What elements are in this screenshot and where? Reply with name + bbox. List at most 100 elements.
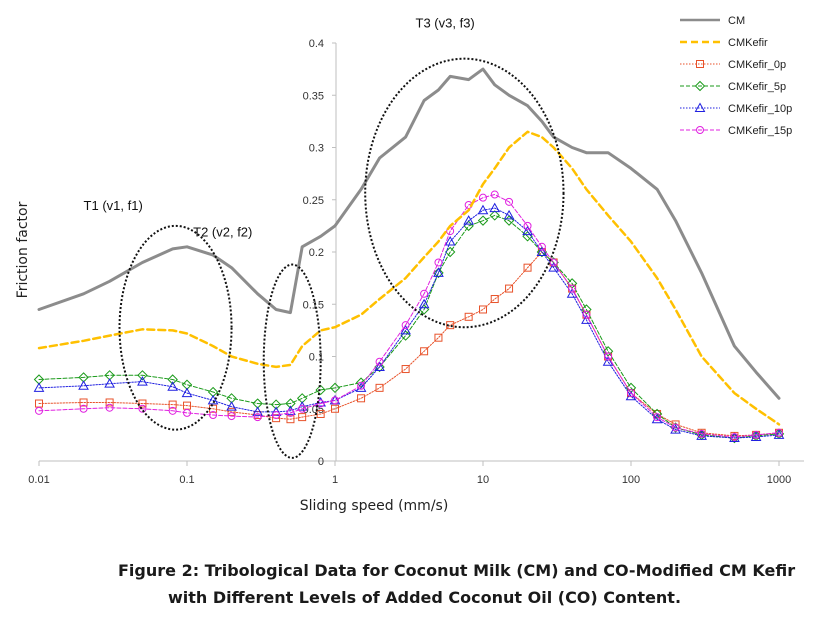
data-point-cmkefir-15p: [105, 403, 114, 412]
series-cmkefir-10p: [33, 202, 785, 443]
data-point-cmkefir-15p: [490, 190, 499, 199]
series-line-cmkefir-5p: [38, 214, 780, 439]
data-point-cmkefir-10p: [463, 215, 475, 225]
data-point-cmkefir-15p: [286, 408, 295, 417]
data-point-cmkefir-15p: [582, 310, 591, 319]
data-point-cmkefir-15p: [316, 399, 325, 408]
data-point-cmkefir-10p: [444, 236, 456, 246]
data-point-cmkefir-15p: [549, 258, 558, 267]
x-tick-label: 1: [332, 474, 338, 486]
annotation-label-t3: T3 (v3, f3): [416, 15, 475, 30]
data-point-cmkefir-10p: [167, 381, 179, 391]
data-point-cmkefir-0p: [523, 263, 532, 272]
data-point-cmkefir-10p: [374, 361, 385, 371]
data-point-cmkefir-10p: [548, 262, 559, 272]
data-point-cmkefir-5p: [167, 374, 178, 385]
data-point-cmkefir-15p: [168, 406, 177, 415]
data-point-cmkefir-5p: [329, 382, 341, 394]
annotation-ellipse-t3: [364, 57, 565, 329]
data-point-cmkefir-0p: [375, 383, 384, 392]
data-point-cmkefir-0p: [316, 409, 325, 418]
data-point-cmkefir-5p: [285, 398, 296, 409]
data-point-cmkefir-15p: [357, 381, 366, 390]
legend-label-cm: CM: [728, 15, 745, 27]
data-point-cmkefir-0p: [79, 398, 88, 407]
figure-caption-line-2: with Different Levels of Added Coconut O…: [168, 588, 682, 607]
data-point-cmkefir-15p: [434, 258, 443, 267]
friction-chart: 0.01 0.1 1 10 100 100000.050.10.150.20.250.30…: [15, 15, 804, 514]
data-point-cmkefir-10p: [252, 406, 263, 416]
data-point-cmkefir-10p: [750, 431, 762, 441]
data-point-cmkefir-0p: [446, 321, 455, 330]
data-point-cmkefir-10p: [207, 394, 219, 405]
data-point-cmkefir-15p: [420, 289, 429, 298]
data-point-cmkefir-15p: [627, 389, 635, 398]
series-line-cm: [37, 67, 781, 400]
data-point-cmkefir-15p: [253, 413, 262, 422]
data-point-cmkefir-10p: [670, 424, 681, 434]
data-point-cmkefir-0p: [227, 407, 236, 416]
data-point-cmkefir-10p: [181, 387, 193, 398]
data-point-cmkefir-15p: [671, 423, 680, 432]
data-point-cmkefir-15p: [183, 408, 191, 417]
annotation-label-t1: T1 (v1, f1): [84, 198, 143, 213]
data-point-cmkefir-0p: [357, 394, 366, 403]
figure-caption-line-1: Figure 2: Tribological Data for Coconut …: [118, 561, 796, 580]
data-point-cmkefir-5p: [444, 246, 456, 258]
data-point-cmkefir-10p: [400, 324, 411, 335]
data-point-cmkefir-15p: [35, 406, 43, 415]
data-point-cmkefir-0p: [168, 400, 177, 409]
data-point-cmkefir-15p: [401, 321, 410, 330]
data-point-cmkefir-10p: [418, 298, 430, 309]
y-tick-label: 0: [318, 456, 324, 468]
legend-marker-cmkefir-15p: [696, 126, 704, 134]
data-point-cmkefir-0p: [298, 413, 307, 422]
data-point-cmkefir-15p: [138, 404, 147, 413]
x-axis-label: Sliding speed (mm/s): [300, 498, 449, 514]
data-point-cmkefir-15p: [375, 357, 384, 366]
legend-label-cmkefir-5p: CMKefir_5p: [728, 81, 786, 93]
data-point-cmkefir-10p: [602, 356, 614, 366]
data-point-cmkefir-0p: [479, 305, 487, 314]
legend-label-cmkefir-15p: CMKefir_15p: [728, 125, 792, 137]
data-point-cmkefir-10p: [503, 209, 515, 220]
data-point-cmkefir-10p: [137, 376, 148, 386]
data-point-cmkefir-15p: [697, 429, 706, 438]
legend-label-cmkefir-0p: CMKefir_0p: [728, 59, 786, 71]
y-axis-label: Friction factor: [15, 201, 31, 298]
data-point-cmkefir-15p: [537, 242, 546, 251]
data-point-cmkefir-10p: [33, 382, 45, 392]
data-point-cmkefir-15p: [227, 412, 236, 421]
data-point-cmkefir-10p: [489, 202, 501, 213]
data-point-cmkefir-10p: [522, 225, 533, 236]
legend: CM CMKefir CMKefir_0p CMKefir_5p CMKefir_10p…: [680, 15, 792, 137]
data-point-cmkefir-5p: [315, 384, 326, 396]
data-point-cmkefir-0p: [434, 333, 443, 342]
data-point-cmkefir-10p: [477, 204, 489, 215]
annotation-label-t2: T2 (v2, f2): [193, 224, 252, 239]
series-line-cmkefir: [37, 130, 781, 426]
y-tick-label: 0.35: [303, 90, 324, 102]
data-point-cmkefir-0p: [464, 312, 473, 321]
annotation-ellipse-t2: [262, 263, 322, 459]
data-point-cmkefir-15p: [752, 430, 761, 439]
data-point-cmkefir-0p: [490, 295, 499, 304]
data-point-cmkefir-5p: [477, 215, 489, 226]
data-point-cmkefir-0p: [105, 398, 114, 407]
series-cmkefir-0p: [35, 248, 783, 440]
annotation-ellipse-t1: [118, 224, 233, 431]
data-point-cmkefir-15p: [272, 411, 281, 420]
series-cmkefir: [37, 130, 781, 426]
legend-label-cmkefir-10p: CMKefir_10p: [728, 103, 792, 115]
data-point-cmkefir-15p: [79, 404, 88, 413]
y-tick-label: 0.25: [303, 195, 324, 207]
legend-marker-cmkefir-10p: [694, 102, 706, 112]
data-point-cmkefir-5p: [137, 370, 148, 381]
data-point-cmkefir-10p: [226, 401, 237, 411]
data-point-cmkefir-5p: [489, 210, 500, 221]
data-point-cmkefir-15p: [604, 352, 613, 361]
x-tick-label: 100: [622, 474, 640, 486]
data-point-cmkefir-5p: [270, 399, 282, 410]
annotations: T1 (v1, f1) T2 (v2, f2) T3 (v3, f3): [84, 15, 565, 459]
data-point-cmkefir-15p: [523, 221, 532, 230]
